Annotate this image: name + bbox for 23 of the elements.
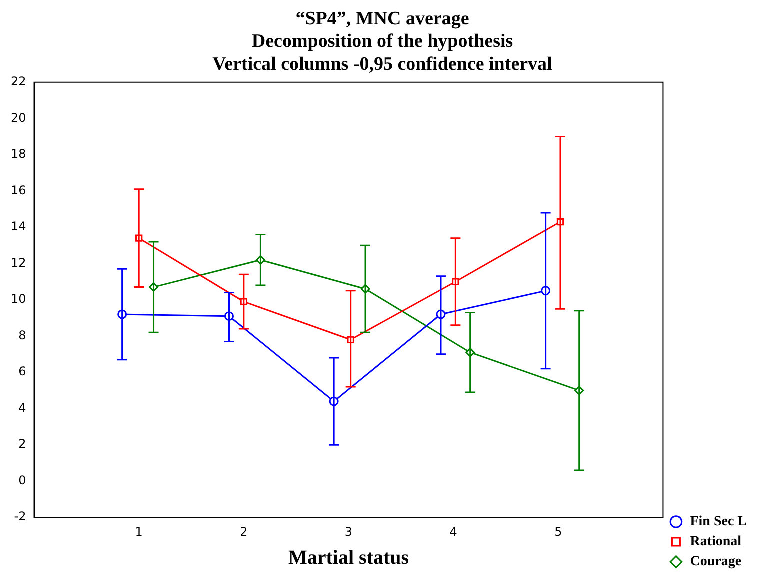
y-tick-label: 4 xyxy=(18,400,26,415)
y-tick-label: 10 xyxy=(10,292,26,306)
x-tick-label: 4 xyxy=(450,524,458,539)
y-tick-label: -2 xyxy=(14,510,26,524)
x-axis-title: Martial status xyxy=(288,547,410,570)
legend-label: Rational xyxy=(690,534,742,550)
y-tick-label: 18 xyxy=(10,147,26,162)
x-tick-label: 3 xyxy=(344,524,353,539)
y-tick-label: 0 xyxy=(18,473,26,488)
y-tick-label: 12 xyxy=(10,256,26,270)
x-tick-label: 5 xyxy=(554,524,562,539)
y-tick-label: 22 xyxy=(10,74,26,89)
legend-label: Fin Sec L xyxy=(690,514,747,530)
x-tick-label: 2 xyxy=(240,524,248,539)
y-tick-label: 14 xyxy=(10,220,26,234)
legend-label: Courage xyxy=(690,554,742,570)
x-tick-label: 1 xyxy=(135,524,143,539)
y-tick-label: 6 xyxy=(18,364,26,379)
y-tick-label: 16 xyxy=(10,183,26,198)
y-tick-label: 2 xyxy=(18,437,26,452)
chart-title: “SP4”, MNC average Decomposition of the hypothesis Vertical columns -0,95 confidence interval xyxy=(212,8,552,75)
y-tick-label: 8 xyxy=(18,328,26,342)
y-tick-label: 20 xyxy=(10,110,26,125)
